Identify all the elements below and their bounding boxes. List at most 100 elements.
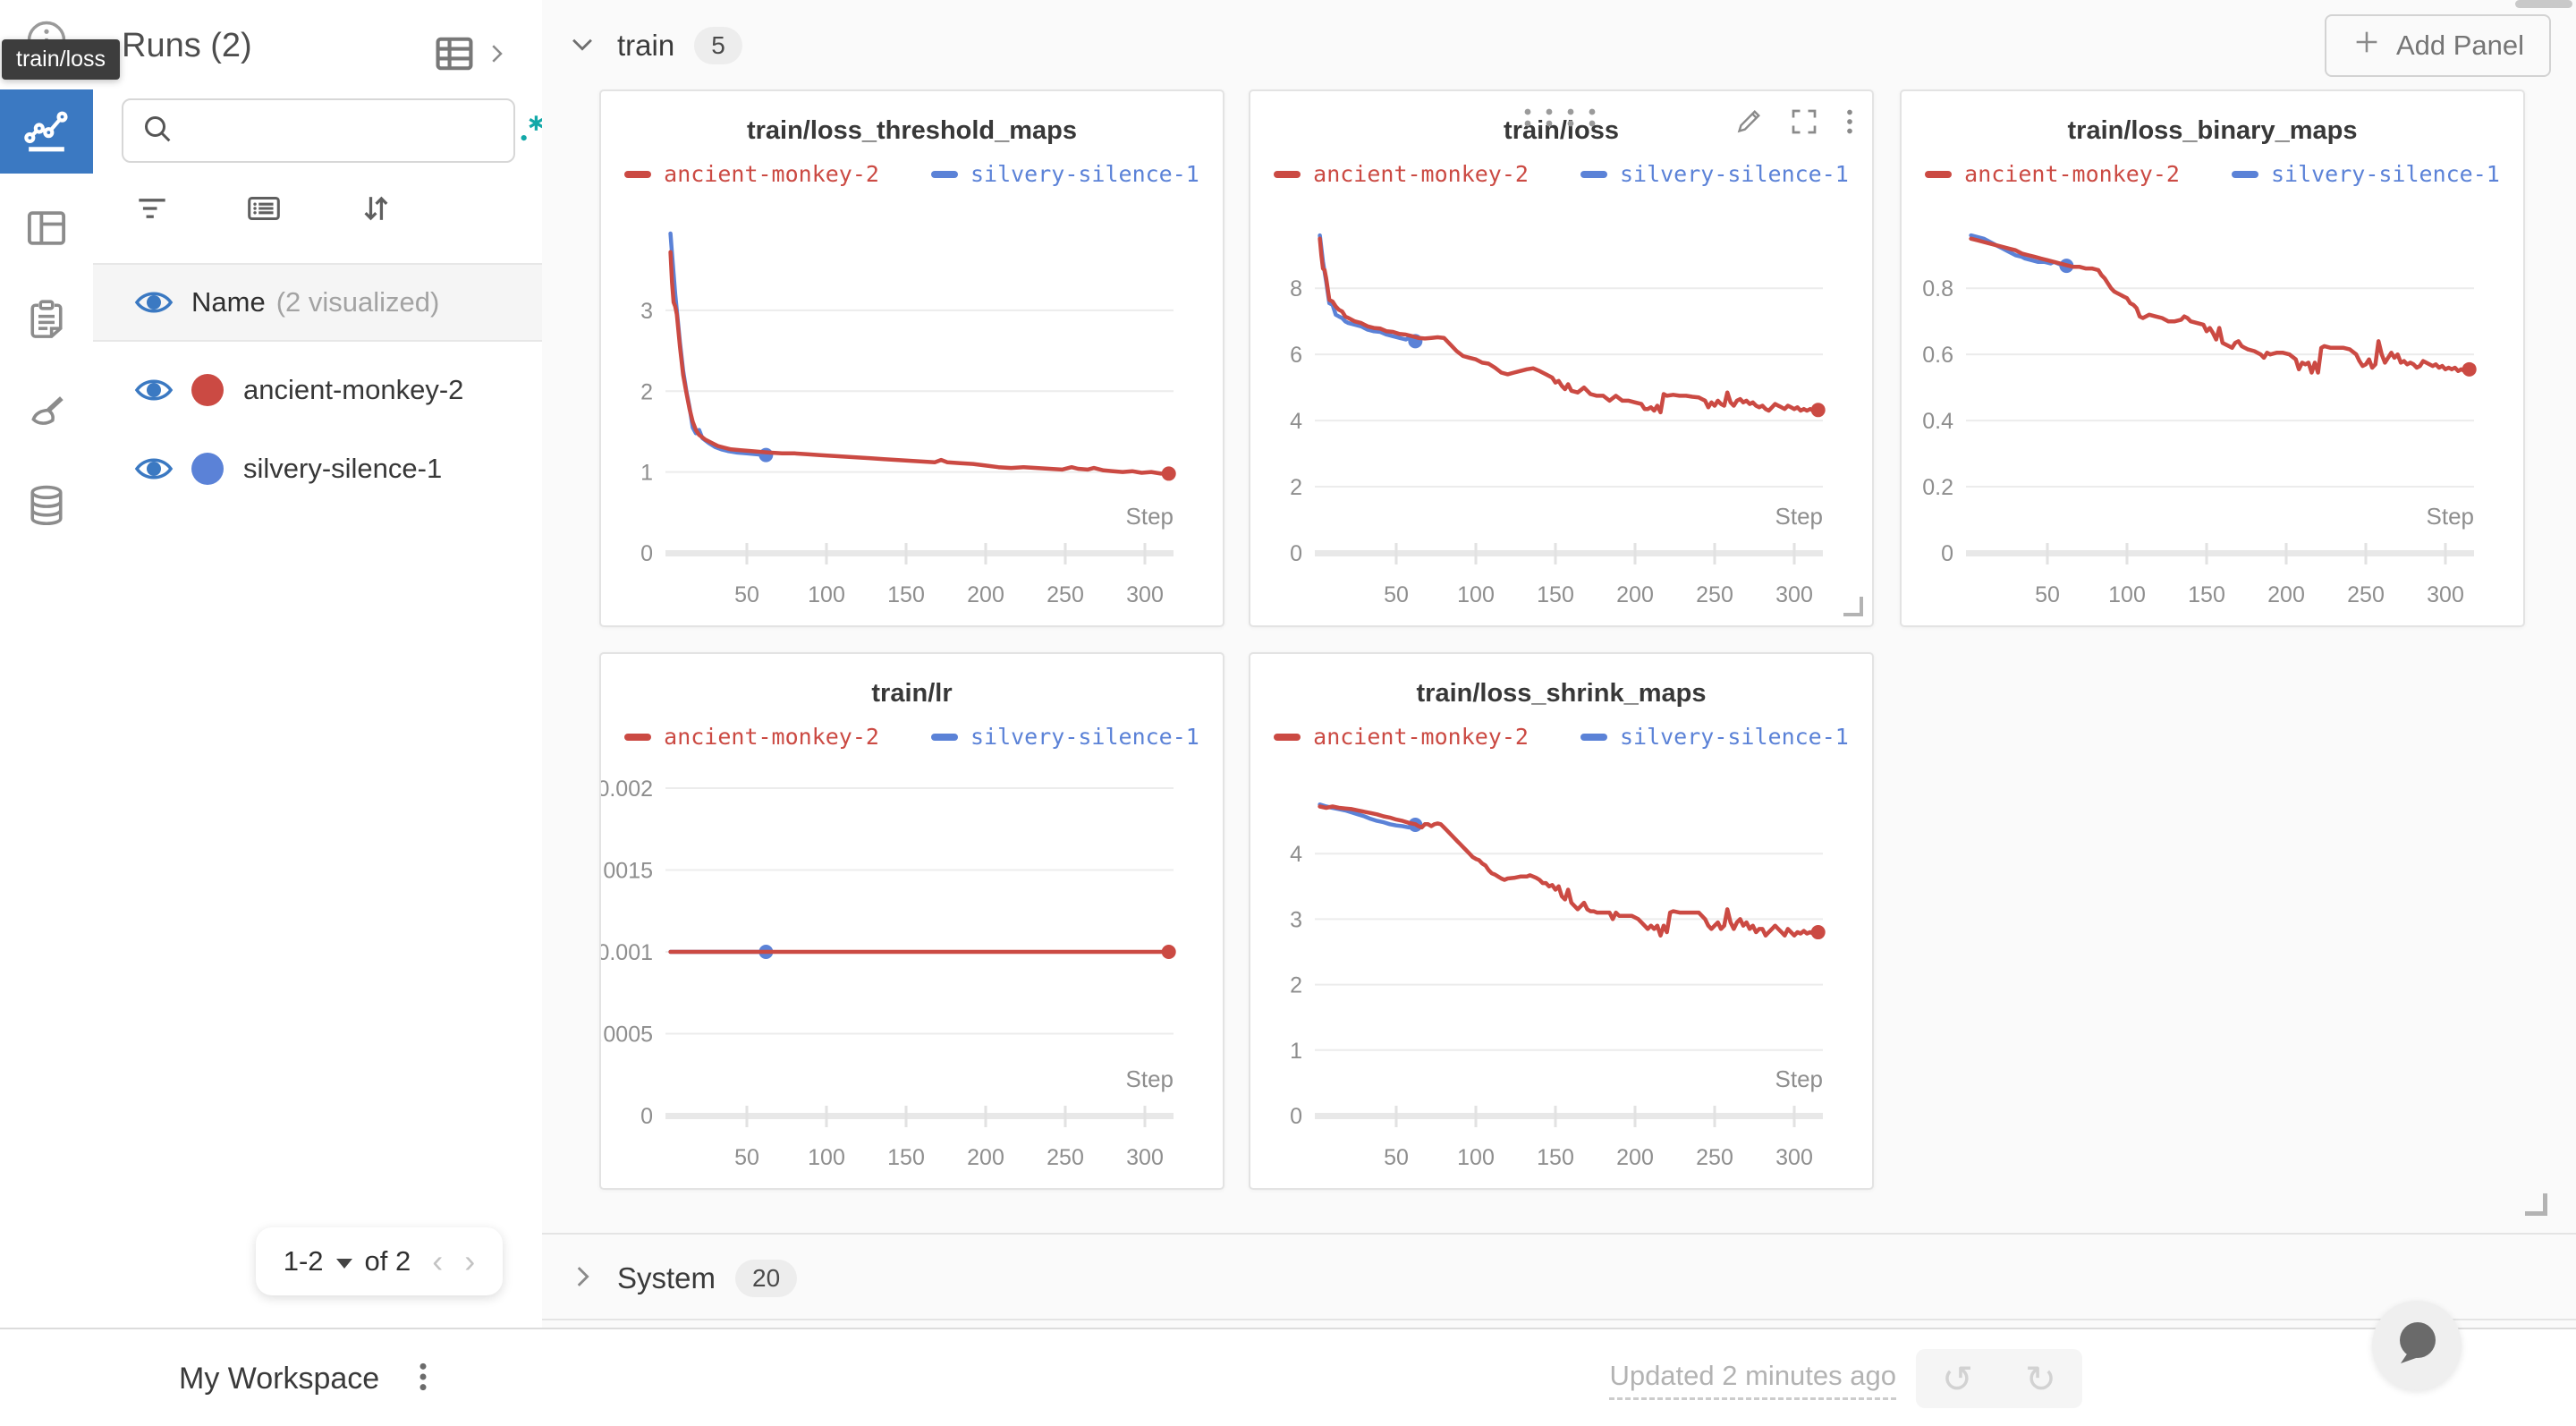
svg-text:Step: Step — [1126, 1065, 1174, 1092]
rail-item-charts[interactable] — [0, 89, 93, 174]
section-label[interactable]: train — [617, 29, 675, 62]
svg-text:200: 200 — [967, 1145, 1004, 1170]
svg-text:0.6: 0.6 — [1922, 343, 1953, 368]
svg-text:2: 2 — [640, 379, 653, 404]
svg-text:100: 100 — [808, 1145, 845, 1170]
svg-text:150: 150 — [2188, 582, 2225, 607]
svg-text:0.002: 0.002 — [601, 777, 653, 802]
undo-redo-group: ↺ ↻ — [1916, 1349, 2082, 1408]
eye-icon[interactable] — [132, 447, 175, 490]
redo-icon[interactable]: ↻ — [2024, 1357, 2057, 1400]
run-row-silvery-silence-1[interactable]: silvery-silence-1 — [93, 429, 542, 508]
next-page-icon[interactable]: › — [464, 1243, 476, 1279]
svg-text:150: 150 — [887, 582, 925, 607]
chevron-right-icon[interactable] — [567, 1261, 597, 1296]
svg-text:0.8: 0.8 — [1922, 276, 1953, 301]
section-header-system[interactable]: System 20 — [542, 1233, 2576, 1320]
search-icon — [140, 111, 175, 151]
broom-icon — [22, 389, 71, 437]
legend-item[interactable]: ancient-monkey-2 — [1274, 724, 1529, 750]
undo-icon[interactable]: ↺ — [1941, 1357, 1974, 1400]
panel-card-train-loss-threshold-maps[interactable]: train/loss_threshold_maps ancient-monkey-… — [599, 89, 1224, 627]
section-label[interactable]: System — [617, 1261, 716, 1294]
chart-legend: ancient-monkey-2 silvery-silence-1 — [601, 724, 1223, 750]
section-header-train[interactable]: train 5 — [567, 27, 742, 64]
runs-table-icon — [431, 30, 478, 81]
legend-run-name: silvery-silence-1 — [1619, 724, 1849, 750]
run-name[interactable]: silvery-silence-1 — [243, 453, 443, 484]
runs-sidebar: Runs (2) — [93, 0, 544, 1328]
run-name[interactable]: ancient-monkey-2 — [243, 374, 464, 405]
run-row-ancient-monkey-2[interactable]: ancient-monkey-2 — [93, 351, 542, 429]
panel-card-train-loss-binary-maps[interactable]: train/loss_binary_maps ancient-monkey-2 si… — [1900, 89, 2525, 627]
svg-text:50: 50 — [734, 582, 759, 607]
workspace-label[interactable]: My Workspace — [179, 1361, 380, 1396]
sort-icon[interactable] — [356, 189, 395, 233]
chart-plot: 0 0.2 0.4 0.6 0.8 50 100 150 200 250 300 Step — [1922, 233, 2477, 607]
legend-run-name: silvery-silence-1 — [970, 161, 1199, 187]
legend-item[interactable]: silvery-silence-1 — [1580, 161, 1849, 187]
rail-item-jobs[interactable] — [0, 277, 93, 361]
svg-text:300: 300 — [1126, 1145, 1164, 1170]
svg-text:0: 0 — [640, 1104, 653, 1129]
chart-title: train/lr — [871, 679, 953, 708]
svg-text:200: 200 — [2267, 582, 2305, 607]
svg-text:50: 50 — [734, 1145, 759, 1170]
section-resize-handle[interactable] — [2525, 1193, 2547, 1216]
tooltip: train/loss — [2, 39, 121, 80]
legend-dash-icon — [624, 170, 652, 178]
chevron-down-icon[interactable] — [567, 29, 597, 64]
panel-resize-handle[interactable] — [1843, 597, 1863, 616]
workspace-switcher[interactable]: My Workspace — [179, 1329, 436, 1426]
group-list-icon[interactable] — [243, 188, 284, 233]
panel-card-train-lr[interactable]: train/lr ancient-monkey-2 silvery-silence-… — [599, 652, 1224, 1190]
svg-text:150: 150 — [1537, 582, 1574, 607]
prev-page-icon[interactable]: ‹ — [432, 1243, 444, 1279]
chart-title: train/loss_binary_maps — [2067, 116, 2358, 145]
svg-text:2: 2 — [1290, 475, 1302, 500]
rail-item-sweeps[interactable] — [0, 371, 93, 455]
svg-text:3: 3 — [640, 299, 653, 324]
legend-item[interactable]: silvery-silence-1 — [930, 724, 1199, 750]
chat-balloon-icon — [2388, 1315, 2445, 1377]
svg-text:250: 250 — [2347, 582, 2385, 607]
svg-text:0.2: 0.2 — [1922, 475, 1953, 500]
page-size-caret-icon[interactable] — [335, 1258, 352, 1269]
rail-item-panels[interactable] — [0, 186, 93, 270]
drag-handle-icon[interactable] — [1513, 104, 1611, 135]
chart-legend: ancient-monkey-2 silvery-silence-1 — [1250, 161, 1872, 187]
regex-toggle-icon[interactable] — [511, 109, 550, 153]
updated-timestamp: Updated 2 minutes ago — [1609, 1360, 1896, 1400]
chat-bubble-button[interactable] — [2372, 1301, 2462, 1390]
rail-item-artifacts[interactable] — [0, 463, 93, 547]
expand-runs-table-button[interactable] — [431, 30, 510, 81]
panel-card-train-loss[interactable]: train/loss ancient-monkey-2 silvery-silenc… — [1249, 89, 1874, 627]
search-input[interactable] — [184, 115, 511, 146]
edit-pencil-icon[interactable] — [1733, 106, 1765, 142]
legend-item[interactable]: ancient-monkey-2 — [624, 724, 879, 750]
svg-text:100: 100 — [2108, 582, 2146, 607]
visualized-header-row[interactable]: Name (2 visualized) — [93, 265, 542, 340]
fullscreen-icon[interactable] — [1788, 106, 1820, 142]
legend-item[interactable]: silvery-silence-1 — [1580, 724, 1849, 750]
filter-icon[interactable] — [132, 189, 172, 233]
eye-icon[interactable] — [132, 281, 175, 324]
kebab-menu-icon[interactable] — [410, 1359, 436, 1399]
workspace-main: train 5 Add Panel train/loss_threshold_m… — [542, 0, 2576, 1328]
legend-item[interactable]: silvery-silence-1 — [930, 161, 1199, 187]
add-panel-button[interactable]: Add Panel — [2324, 14, 2551, 77]
legend-item[interactable]: ancient-monkey-2 — [624, 161, 879, 187]
svg-text:0.0005: 0.0005 — [601, 1023, 653, 1048]
legend-item[interactable]: ancient-monkey-2 — [1925, 161, 2180, 187]
left-icon-rail — [0, 0, 95, 1328]
eye-icon[interactable] — [132, 369, 175, 412]
svg-text:Step: Step — [2427, 503, 2475, 530]
pagination-range[interactable]: 1-2 — [283, 1245, 324, 1277]
legend-item[interactable]: silvery-silence-1 — [2231, 161, 2500, 187]
legend-run-name: silvery-silence-1 — [1619, 161, 1849, 187]
scrollbar-thumb[interactable] — [2515, 0, 2572, 8]
panel-card-train-loss-shrink-maps[interactable]: train/loss_shrink_maps ancient-monkey-2 si… — [1249, 652, 1874, 1190]
more-options-icon[interactable] — [1843, 106, 1856, 142]
legend-item[interactable]: ancient-monkey-2 — [1274, 161, 1529, 187]
chart-legend: ancient-monkey-2 silvery-silence-1 — [1250, 724, 1872, 750]
